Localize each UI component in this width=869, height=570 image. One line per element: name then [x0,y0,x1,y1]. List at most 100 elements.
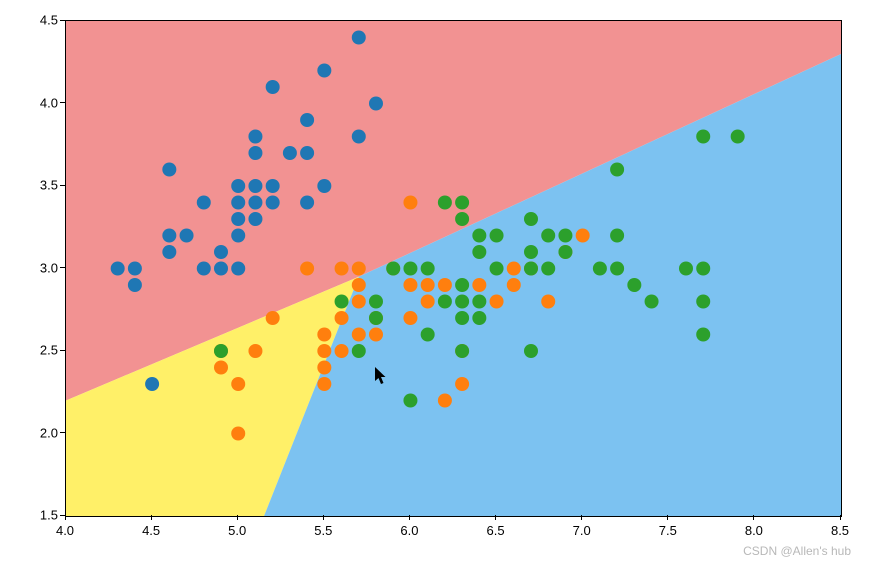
scatter-point [403,311,417,325]
x-tick [753,515,754,520]
x-tick [65,515,66,520]
scatter-point [266,80,280,94]
scatter-point [610,262,624,276]
x-tick-label: 4.5 [142,523,160,538]
scatter-plot [66,21,841,516]
scatter-point [524,344,538,358]
scatter-point [317,179,331,193]
x-tick-label: 7.5 [659,523,677,538]
scatter-point [472,229,486,243]
scatter-point [162,163,176,177]
scatter-point [369,311,383,325]
scatter-point [248,344,262,358]
scatter-point [335,344,349,358]
y-tick [60,432,65,433]
scatter-point [317,344,331,358]
y-tick [60,102,65,103]
scatter-point [472,278,486,292]
scatter-point [266,179,280,193]
chart-container: 4.04.55.05.56.06.57.07.58.08.5 1.52.02.5… [10,10,859,560]
y-tick-label: 2.0 [30,425,58,440]
scatter-point [524,262,538,276]
scatter-point [248,212,262,226]
scatter-point [317,377,331,391]
scatter-point [335,311,349,325]
scatter-point [214,344,228,358]
scatter-point [111,262,125,276]
scatter-point [421,295,435,309]
scatter-point [403,196,417,210]
scatter-point [180,229,194,243]
scatter-point [197,196,211,210]
scatter-point [438,295,452,309]
scatter-point [593,262,607,276]
scatter-point [490,295,504,309]
x-tick [840,515,841,520]
scatter-point [696,295,710,309]
scatter-point [231,212,245,226]
scatter-point [627,278,641,292]
scatter-point [610,163,624,177]
y-tick-label: 4.5 [30,13,58,28]
scatter-point [231,179,245,193]
scatter-point [472,295,486,309]
scatter-point [731,130,745,144]
scatter-point [679,262,693,276]
scatter-point [162,245,176,259]
scatter-point [128,262,142,276]
scatter-point [421,262,435,276]
scatter-point [352,295,366,309]
y-tick-label: 3.5 [30,178,58,193]
x-tick-label: 5.5 [314,523,332,538]
x-tick-label: 8.5 [831,523,849,538]
x-tick [667,515,668,520]
scatter-point [369,295,383,309]
y-tick [60,515,65,516]
scatter-point [335,262,349,276]
scatter-point [231,377,245,391]
scatter-point [231,196,245,210]
scatter-point [317,64,331,78]
scatter-point [696,328,710,342]
scatter-point [455,196,469,210]
scatter-point [352,130,366,144]
scatter-point [352,278,366,292]
x-tick-label: 6.0 [400,523,418,538]
scatter-point [455,295,469,309]
y-tick [60,350,65,351]
scatter-point [145,377,159,391]
scatter-point [352,344,366,358]
scatter-point [541,295,555,309]
scatter-point [300,262,314,276]
scatter-point [507,278,521,292]
scatter-point [610,229,624,243]
scatter-point [231,262,245,276]
scatter-point [283,146,297,160]
plot-area [65,20,842,517]
scatter-point [128,278,142,292]
scatter-point [214,245,228,259]
scatter-point [266,196,280,210]
scatter-point [403,394,417,408]
scatter-point [248,146,262,160]
scatter-point [541,262,555,276]
scatter-point [197,262,211,276]
scatter-point [455,212,469,226]
x-tick-label: 5.0 [228,523,246,538]
y-tick-label: 4.0 [30,95,58,110]
scatter-point [421,278,435,292]
scatter-point [335,295,349,309]
scatter-point [403,278,417,292]
scatter-point [214,361,228,375]
scatter-point [696,262,710,276]
scatter-point [472,311,486,325]
scatter-point [300,113,314,127]
scatter-point [524,212,538,226]
x-tick [323,515,324,520]
scatter-point [576,229,590,243]
scatter-point [421,328,435,342]
x-tick-label: 8.0 [745,523,763,538]
scatter-point [507,262,521,276]
scatter-point [231,229,245,243]
scatter-point [248,130,262,144]
